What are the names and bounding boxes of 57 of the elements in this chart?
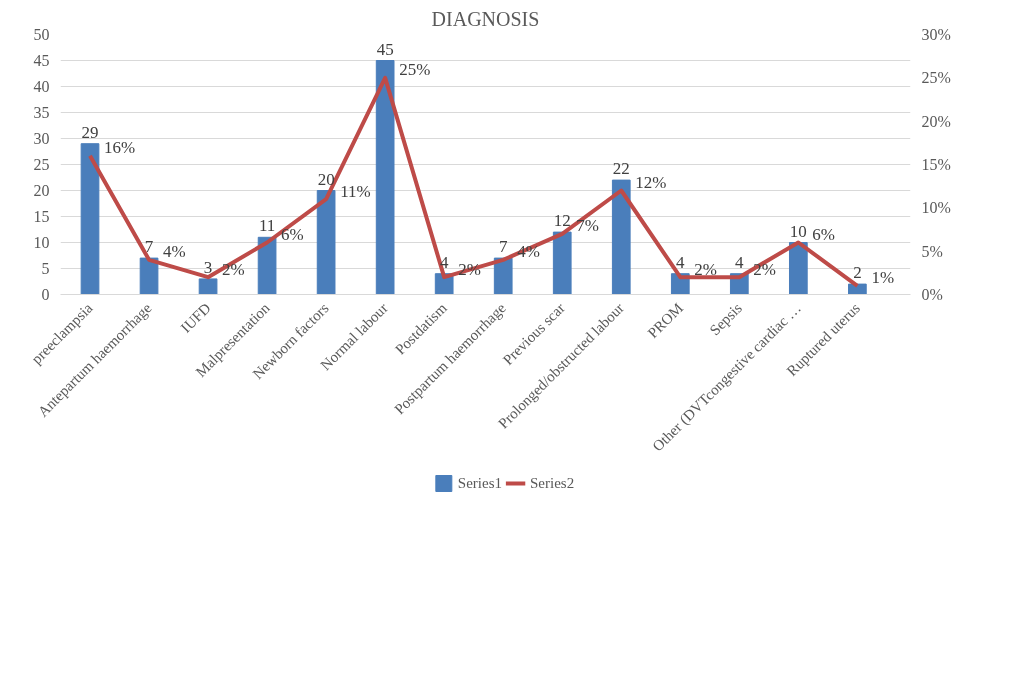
- y-tick-label: 25: [33, 156, 50, 173]
- data-label: 2%: [222, 259, 245, 279]
- data-label: 2%: [694, 259, 717, 279]
- bar: [493, 257, 513, 295]
- data-label: 25%: [399, 60, 431, 80]
- data-label: 4: [735, 252, 745, 272]
- y-tick-label: 35: [33, 104, 50, 121]
- bar: [552, 231, 572, 295]
- bar: [848, 283, 867, 295]
- y-tick-label: 30: [33, 130, 50, 147]
- data-label: 11%: [340, 181, 371, 201]
- legend-label: Series2: [530, 474, 575, 492]
- bar: [788, 242, 808, 295]
- data-label: 4: [676, 252, 686, 272]
- y-tick-label: 45: [33, 52, 50, 69]
- y2-tick-label: 30%: [921, 26, 951, 43]
- data-label: 3: [203, 257, 213, 277]
- data-label: 11: [258, 216, 276, 236]
- data-label: 22: [612, 159, 630, 179]
- y-tick-label: 20: [33, 182, 50, 199]
- bar: [375, 60, 395, 295]
- data-label: 4%: [163, 242, 186, 262]
- bar: [257, 236, 277, 295]
- data-label: 10: [789, 221, 807, 241]
- data-label: 45: [376, 39, 394, 59]
- y2-tick-label: 5%: [921, 242, 943, 260]
- data-label: 20: [317, 169, 335, 189]
- y-tick-label: 10: [33, 234, 50, 251]
- y-tick-label: 40: [33, 78, 50, 95]
- data-label: 2%: [753, 259, 776, 279]
- y2-tick-label: 0%: [921, 286, 943, 303]
- y2-tick-label: 20%: [921, 112, 951, 130]
- y-tick-label: 15: [33, 208, 50, 225]
- chart-title: DIAGNOSIS: [431, 7, 540, 30]
- y-tick-label: 50: [33, 26, 50, 43]
- data-label: 12: [553, 211, 571, 231]
- y-tick-label: 0: [41, 286, 50, 303]
- data-label: 2: [853, 263, 862, 283]
- bar: [139, 257, 159, 295]
- legend-label: Series1: [457, 474, 502, 492]
- data-label: 6%: [281, 225, 304, 244]
- data-label: 29: [81, 122, 99, 142]
- y2-tick-label: 25%: [921, 69, 951, 87]
- data-label: 6%: [812, 225, 836, 244]
- y2-tick-label: 15%: [921, 156, 951, 173]
- bar: [611, 179, 631, 295]
- data-label: 7: [498, 237, 508, 257]
- data-label: 1%: [871, 268, 895, 288]
- bar: [80, 143, 100, 295]
- data-label: 7: [144, 237, 154, 257]
- data-label: 7%: [576, 216, 599, 236]
- data-label: 12%: [635, 173, 667, 192]
- bar: [198, 278, 218, 295]
- y-tick-label: 5: [41, 260, 50, 277]
- data-label: 16%: [104, 138, 136, 158]
- y2-tick-label: 10%: [921, 199, 951, 217]
- bar: [316, 190, 336, 295]
